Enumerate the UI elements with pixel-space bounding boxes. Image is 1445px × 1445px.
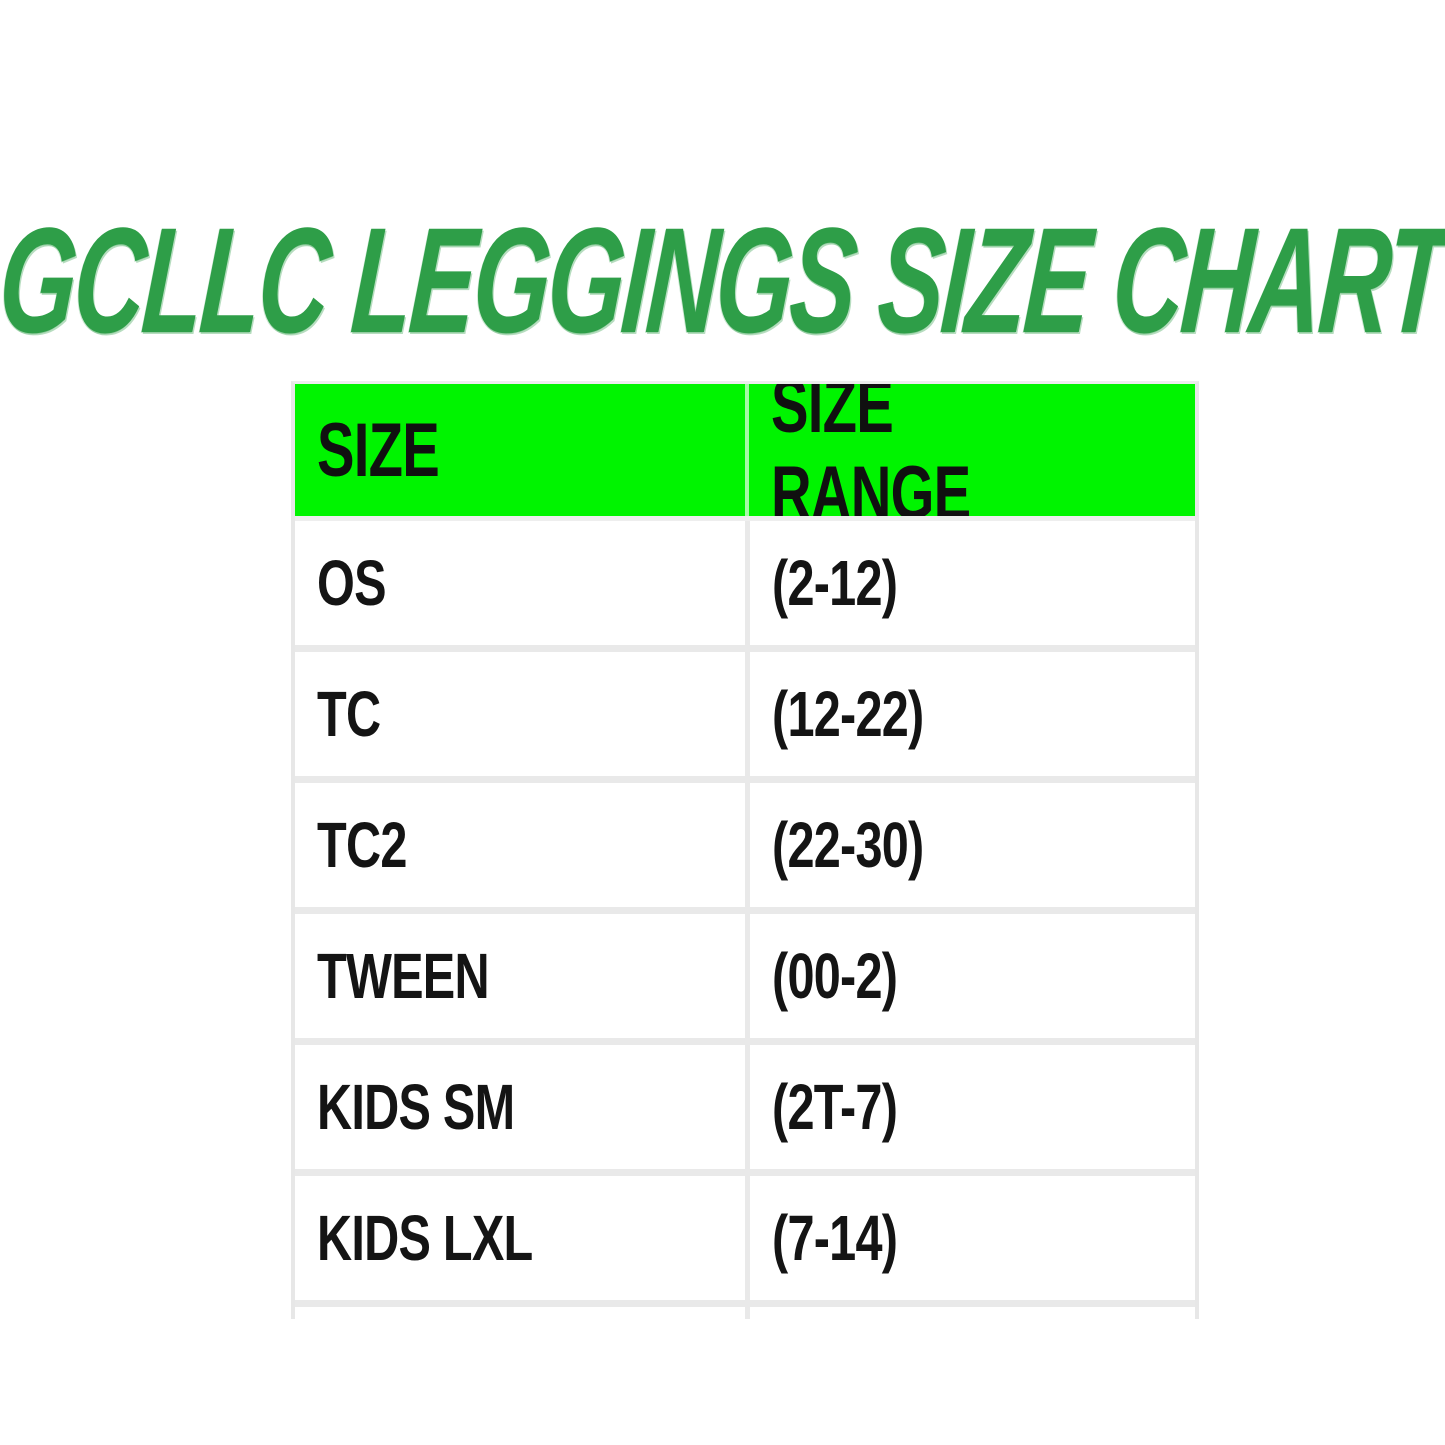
size-range-cell: (00-2): [745, 914, 1195, 1038]
page-title-text: GCLLC LEGGINGS SIZE CHART: [0, 195, 1445, 364]
page-title: GCLLC LEGGINGS SIZE CHART: [0, 185, 1445, 375]
table-row: KIDS SM (2T-7): [295, 1045, 1195, 1176]
size-range-cell: (2T-7): [745, 1045, 1195, 1169]
size-cell: TC2: [295, 783, 745, 907]
size-range-value: (12-22): [772, 678, 924, 750]
size-range-cell: [745, 1307, 1195, 1319]
size-range-value: (22-30): [772, 809, 924, 881]
size-range-value: (2T-7): [772, 1071, 898, 1143]
table-row: OS (2-12): [295, 521, 1195, 652]
size-value: TC2: [317, 809, 407, 881]
size-cell: [295, 1307, 745, 1319]
size-range-value: (00-2): [772, 940, 898, 1012]
table-row: KIDS LXL (7-14): [295, 1176, 1195, 1307]
size-value: TC: [317, 678, 381, 750]
header-cell-size: SIZE: [295, 384, 745, 516]
size-range-cell: (7-14): [745, 1176, 1195, 1300]
size-cell: KIDS LXL: [295, 1176, 745, 1300]
size-cell: OS: [295, 521, 745, 645]
size-cell: TC: [295, 652, 745, 776]
size-value: TWEEN: [317, 940, 490, 1012]
header-cell-size-label: SIZE: [317, 407, 440, 493]
size-range-cell: (12-22): [745, 652, 1195, 776]
size-range-value: (7-14): [772, 1202, 898, 1274]
table-header-row: SIZE SIZE RANGE: [295, 384, 1195, 521]
size-value: KIDS SM: [317, 1071, 515, 1143]
size-range-value: (2-12): [772, 547, 898, 619]
size-cell: TWEEN: [295, 914, 745, 1038]
size-range-cell: (22-30): [745, 783, 1195, 907]
header-cell-size-range-label: SIZE RANGE: [771, 384, 971, 516]
size-cell: KIDS SM: [295, 1045, 745, 1169]
table-row: TC2 (22-30): [295, 783, 1195, 914]
size-range-cell: (2-12): [745, 521, 1195, 645]
size-value: KIDS LXL: [317, 1202, 533, 1274]
size-chart-table: SIZE SIZE RANGE OS (2-12) TC (12-22): [291, 381, 1199, 1319]
table-row: TC (12-22): [295, 652, 1195, 783]
size-value: OS: [317, 547, 387, 619]
table-row-partial-cutoff: [295, 1307, 1195, 1319]
header-cell-size-range: SIZE RANGE: [745, 384, 1195, 516]
table-row: TWEEN (00-2): [295, 914, 1195, 1045]
